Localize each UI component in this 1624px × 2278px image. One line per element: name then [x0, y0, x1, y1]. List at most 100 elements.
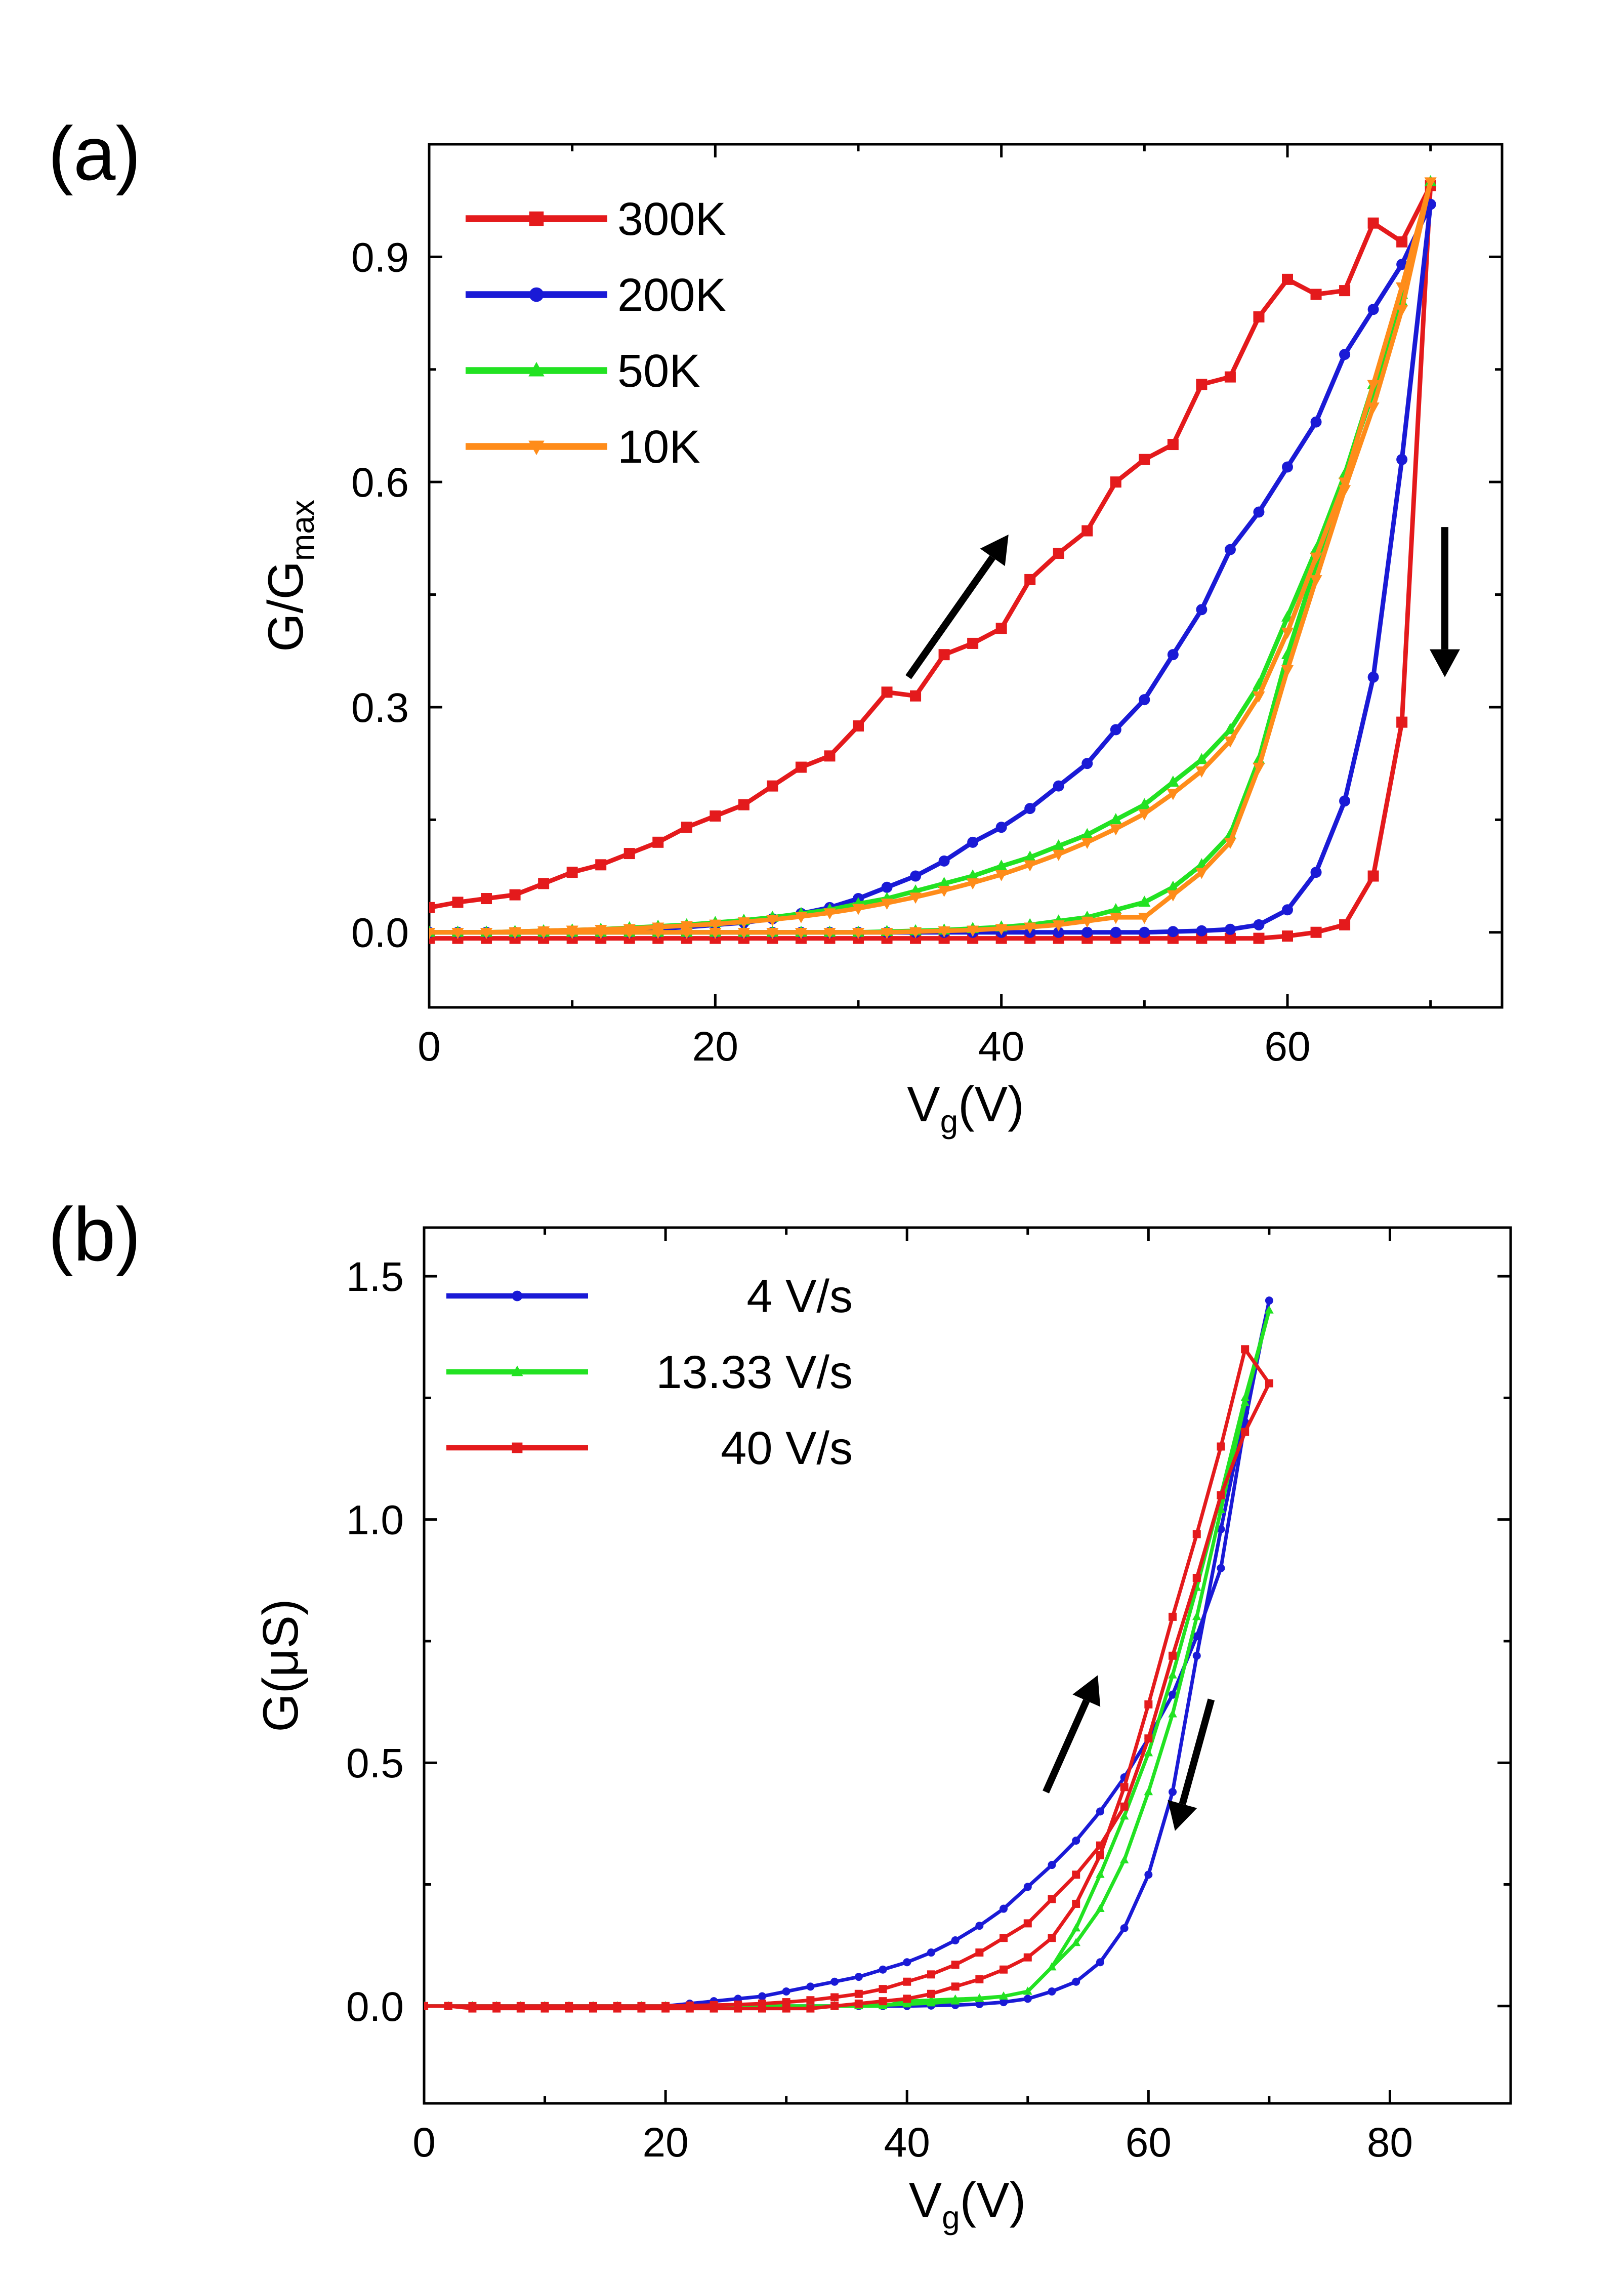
- data-point: [1338, 485, 1351, 497]
- data-point: [766, 927, 779, 939]
- data-point: [1195, 753, 1208, 764]
- data-point: [1138, 809, 1151, 821]
- x-axis-title: Vg(V): [909, 2172, 1026, 2235]
- data-point: [710, 810, 721, 822]
- data-point: [685, 2001, 694, 2010]
- data-point: [881, 927, 893, 939]
- data-point: [1310, 926, 1322, 938]
- legend-marker: [511, 1365, 523, 1376]
- x-tick-label: 60: [1264, 1024, 1310, 1070]
- panel-b-label: (b): [48, 1192, 141, 1277]
- data-point: [999, 1991, 1008, 2000]
- data-point: [1192, 1530, 1201, 1538]
- data-point: [854, 1989, 863, 1998]
- y-tick-label: 0.3: [351, 685, 409, 731]
- legend-item: 10K: [466, 421, 700, 473]
- data-point: [854, 1999, 863, 2008]
- legend-item: 4 V/s: [446, 1271, 853, 1322]
- data-point: [1167, 880, 1179, 892]
- data-point: [1396, 454, 1408, 465]
- data-point: [1424, 177, 1437, 189]
- data-point: [1167, 926, 1179, 938]
- data-point: [967, 637, 979, 649]
- data-point: [951, 1982, 960, 1991]
- data-point: [1367, 671, 1379, 683]
- data-point: [910, 870, 922, 882]
- forward-sweep-arrow-head: [980, 534, 1009, 566]
- y-tick-label: 1.5: [346, 1254, 404, 1300]
- legend-label: 300K: [617, 193, 726, 245]
- data-point: [1139, 926, 1150, 938]
- data-point: [927, 1998, 936, 2007]
- data-point: [623, 927, 636, 939]
- data-point: [1196, 925, 1207, 937]
- data-point: [1139, 694, 1150, 706]
- data-point: [879, 1965, 887, 1974]
- data-point: [1144, 1787, 1153, 1796]
- data-point: [1081, 828, 1094, 839]
- data-point: [879, 1985, 887, 1994]
- data-point: [1224, 838, 1237, 849]
- data-point: [737, 917, 750, 929]
- data-point: [1253, 932, 1265, 944]
- data-point: [938, 885, 950, 897]
- data-point: [975, 2000, 984, 2008]
- data-point: [481, 893, 492, 905]
- data-point: [766, 915, 779, 926]
- data-point: [830, 1977, 839, 1986]
- data-point: [927, 1948, 935, 1957]
- data-point: [1048, 1861, 1056, 1869]
- data-point: [1081, 916, 1094, 928]
- data-point: [680, 921, 693, 932]
- data-point: [782, 1998, 790, 2007]
- data-point: [613, 2002, 621, 2010]
- data-point: [1168, 1709, 1177, 1718]
- data-point: [737, 927, 750, 939]
- data-point: [1282, 273, 1293, 285]
- data-layer: [429, 175, 1437, 944]
- data-point: [1282, 904, 1293, 916]
- legend-item: 13.33 V/s: [446, 1347, 853, 1398]
- data-point: [1072, 1837, 1080, 1845]
- x-tick-label: 40: [978, 1024, 1024, 1070]
- x-tick-label: 60: [1126, 2120, 1172, 2166]
- data-point: [1196, 604, 1207, 616]
- data-point: [1024, 860, 1036, 872]
- y-axis-title-sub: max: [284, 500, 321, 561]
- y-axis-title-main: G(μS): [253, 1599, 308, 1732]
- y-tick-label: 0.6: [351, 460, 409, 506]
- data-point: [1071, 1938, 1080, 1946]
- legend-label: 13.33 V/s: [656, 1347, 853, 1398]
- data-point: [1396, 236, 1408, 248]
- data-point: [1396, 282, 1408, 294]
- data-point: [637, 2002, 646, 2010]
- data-point: [995, 822, 1007, 833]
- data-point: [1024, 850, 1036, 862]
- data-point: [1196, 379, 1207, 390]
- data-point: [1119, 1855, 1129, 1863]
- data-point: [1224, 923, 1236, 935]
- data-point: [1053, 780, 1064, 792]
- reverse-sweep-arrow-head: [1168, 1800, 1197, 1831]
- reverse-sweep-arrow: [1168, 1698, 1215, 1831]
- data-point: [1217, 1491, 1225, 1499]
- data-point: [1310, 867, 1322, 878]
- data-point: [1224, 736, 1237, 748]
- data-point: [537, 927, 550, 939]
- x-tick-label: 20: [643, 2120, 689, 2166]
- data-point: [1024, 803, 1036, 815]
- y-tick-label: 0.9: [351, 234, 409, 280]
- x-axis-title-main: V: [907, 1076, 940, 1132]
- data-point: [734, 2000, 742, 2009]
- legend-label: 200K: [617, 269, 726, 321]
- data-point: [1195, 766, 1208, 778]
- data-point: [1096, 1958, 1104, 1967]
- data-point: [1253, 919, 1265, 930]
- reverse-sweep-arrow-head: [1429, 649, 1460, 677]
- data-point: [1310, 289, 1322, 300]
- panel-b: (b) 0 20 40 60 80 0.0 0.5 1.0 1.5 Vg(V) G(μS) 4 V/s…: [48, 1192, 1512, 2235]
- panel-a-plot-area: 0 20 40 60 0.0 0.3 0.6 0.9 Vg(V) G/Gmax 300K 200K 50…: [258, 143, 1504, 1140]
- data-point: [975, 1975, 984, 1983]
- data-point: [1339, 285, 1351, 297]
- data-point: [1096, 1851, 1104, 1859]
